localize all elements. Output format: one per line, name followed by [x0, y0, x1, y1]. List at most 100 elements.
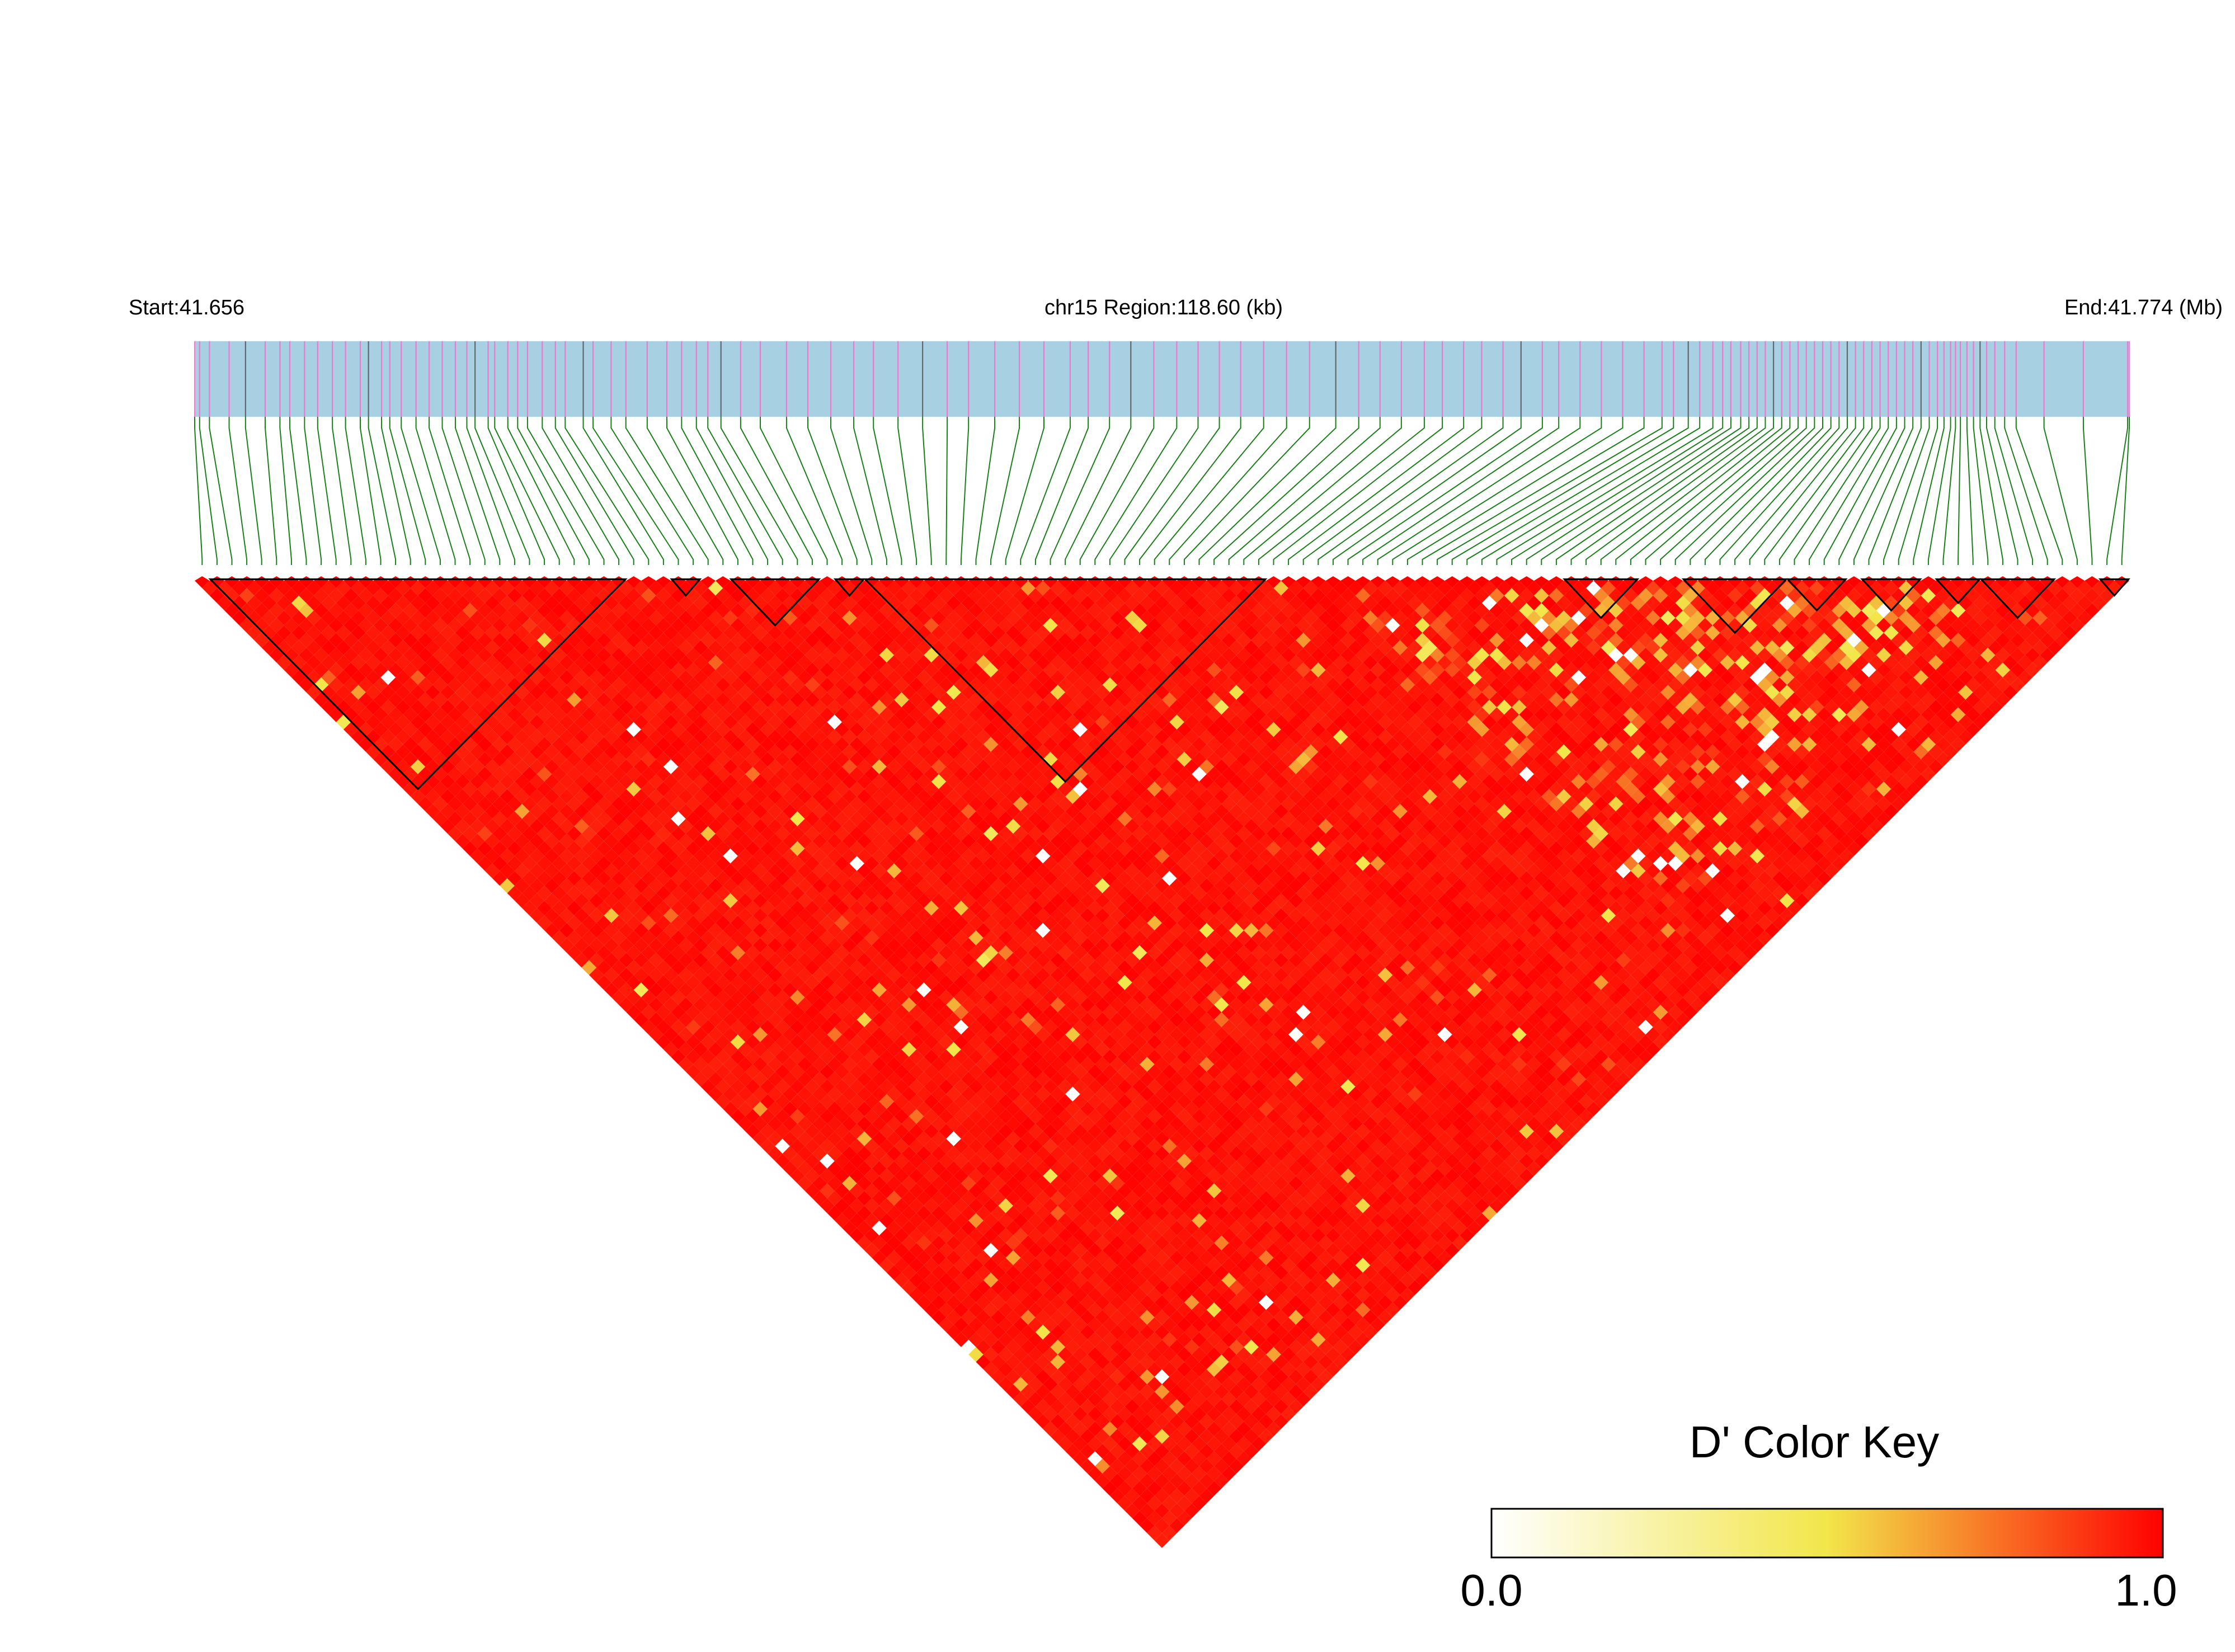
ld-cell	[507, 841, 523, 856]
ld-cell	[522, 856, 537, 871]
ld-cell	[641, 960, 656, 975]
snp-connector	[760, 417, 828, 565]
snp-connector	[1332, 417, 1522, 565]
snp-connector	[1243, 417, 1402, 565]
ld-cell	[1005, 1280, 1021, 1295]
ld-cell	[827, 1176, 843, 1191]
ld-cell	[380, 640, 396, 655]
ld-cell	[1020, 1399, 1036, 1414]
ld-cell	[365, 670, 381, 685]
ld-cell	[976, 1265, 991, 1281]
snp-connector	[542, 417, 620, 565]
ld-cell	[961, 1325, 976, 1340]
snp-connector	[1302, 417, 1483, 565]
ld-cell	[410, 774, 426, 789]
ld-cell	[820, 1198, 835, 1213]
ld-cell	[529, 848, 545, 864]
ld-cell	[991, 1325, 1006, 1340]
ld-cell	[432, 707, 448, 722]
ld-cell	[1124, 1458, 1140, 1474]
ld-cell	[1132, 1421, 1147, 1437]
ld-cell	[827, 1146, 843, 1161]
snp-connector	[1094, 417, 1178, 565]
ld-cell	[1005, 1310, 1021, 1325]
ld-cell	[864, 1213, 879, 1229]
ld-cell	[492, 826, 507, 841]
ld-cell	[544, 804, 559, 819]
ld-cell	[1102, 1451, 1118, 1466]
ld-cell	[529, 804, 545, 819]
ld-cell	[336, 670, 351, 685]
ld-cell	[849, 1198, 864, 1213]
ld-cell	[1147, 1451, 1162, 1466]
ld-cell	[976, 1339, 991, 1355]
ld-cell	[730, 1034, 746, 1049]
ld-cell	[752, 1042, 768, 1057]
ld-cell	[276, 595, 291, 611]
ld-cell	[641, 900, 656, 916]
ld-cell	[448, 766, 463, 782]
ld-cell	[1095, 1458, 1110, 1474]
ld-cell	[968, 1242, 984, 1258]
ld-cell	[1028, 1362, 1043, 1377]
snp-connector	[1065, 417, 1132, 565]
ld-cell	[507, 856, 523, 871]
ld-cell	[619, 938, 634, 953]
ld-cell	[492, 811, 507, 826]
ld-cell	[1132, 1481, 1147, 1496]
ld-cell	[804, 1094, 820, 1109]
snp-connector	[1927, 417, 1951, 565]
ld-cell	[1117, 1421, 1132, 1437]
ld-cell	[879, 1183, 895, 1198]
ld-cell	[581, 900, 597, 916]
ld-cell	[752, 1027, 768, 1042]
ld-cell	[804, 1183, 820, 1198]
ld-cell	[619, 967, 634, 983]
ld-cell	[1080, 1384, 1095, 1399]
snp-connector	[785, 417, 843, 565]
ld-cell	[448, 707, 463, 722]
snp-connector	[1794, 417, 1881, 565]
ld-cell	[946, 1310, 961, 1325]
ld-cell	[284, 633, 299, 648]
ld-cell	[752, 1131, 768, 1146]
snp-connector	[345, 417, 366, 565]
ld-cell	[581, 856, 597, 871]
snp-connector	[368, 417, 397, 565]
ld-cell	[834, 1213, 850, 1229]
ld-cell	[484, 848, 500, 864]
ld-cell	[418, 751, 433, 767]
ld-cell	[529, 908, 545, 923]
ld-cell	[418, 677, 433, 693]
ld-cell	[396, 655, 411, 670]
ld-cell	[269, 603, 284, 618]
ld-cell	[894, 1272, 909, 1288]
ld-cell	[1124, 1503, 1140, 1518]
region-end-label: End:41.774 (Mb)	[2064, 296, 2223, 319]
ld-cell	[797, 1161, 812, 1176]
ld-cell	[396, 714, 411, 729]
ld-cell	[678, 997, 694, 1013]
ld-cell	[716, 1034, 731, 1049]
ld-cell	[1162, 1526, 1177, 1541]
ld-cell	[1206, 1481, 1222, 1496]
ld-cell	[1013, 1332, 1028, 1347]
ld-cell	[1065, 1339, 1080, 1355]
ld-cell	[804, 1123, 820, 1139]
ld-cell	[1005, 1384, 1021, 1399]
snp-connector	[381, 417, 411, 565]
ld-cell	[961, 1235, 976, 1250]
snp-connector	[466, 417, 515, 565]
ld-cell	[842, 1131, 857, 1146]
ld-cell	[470, 834, 485, 849]
ld-cell	[1109, 1474, 1125, 1489]
ld-cell	[470, 848, 485, 864]
snp-connector	[1570, 417, 1758, 565]
ld-cell	[544, 878, 559, 893]
snp-connector	[897, 417, 917, 565]
ld-cell	[931, 1250, 947, 1265]
ld-cell	[1109, 1399, 1125, 1414]
snp-connector	[1451, 417, 1674, 565]
ld-cell	[1043, 1362, 1058, 1377]
ld-cell	[678, 1042, 694, 1057]
